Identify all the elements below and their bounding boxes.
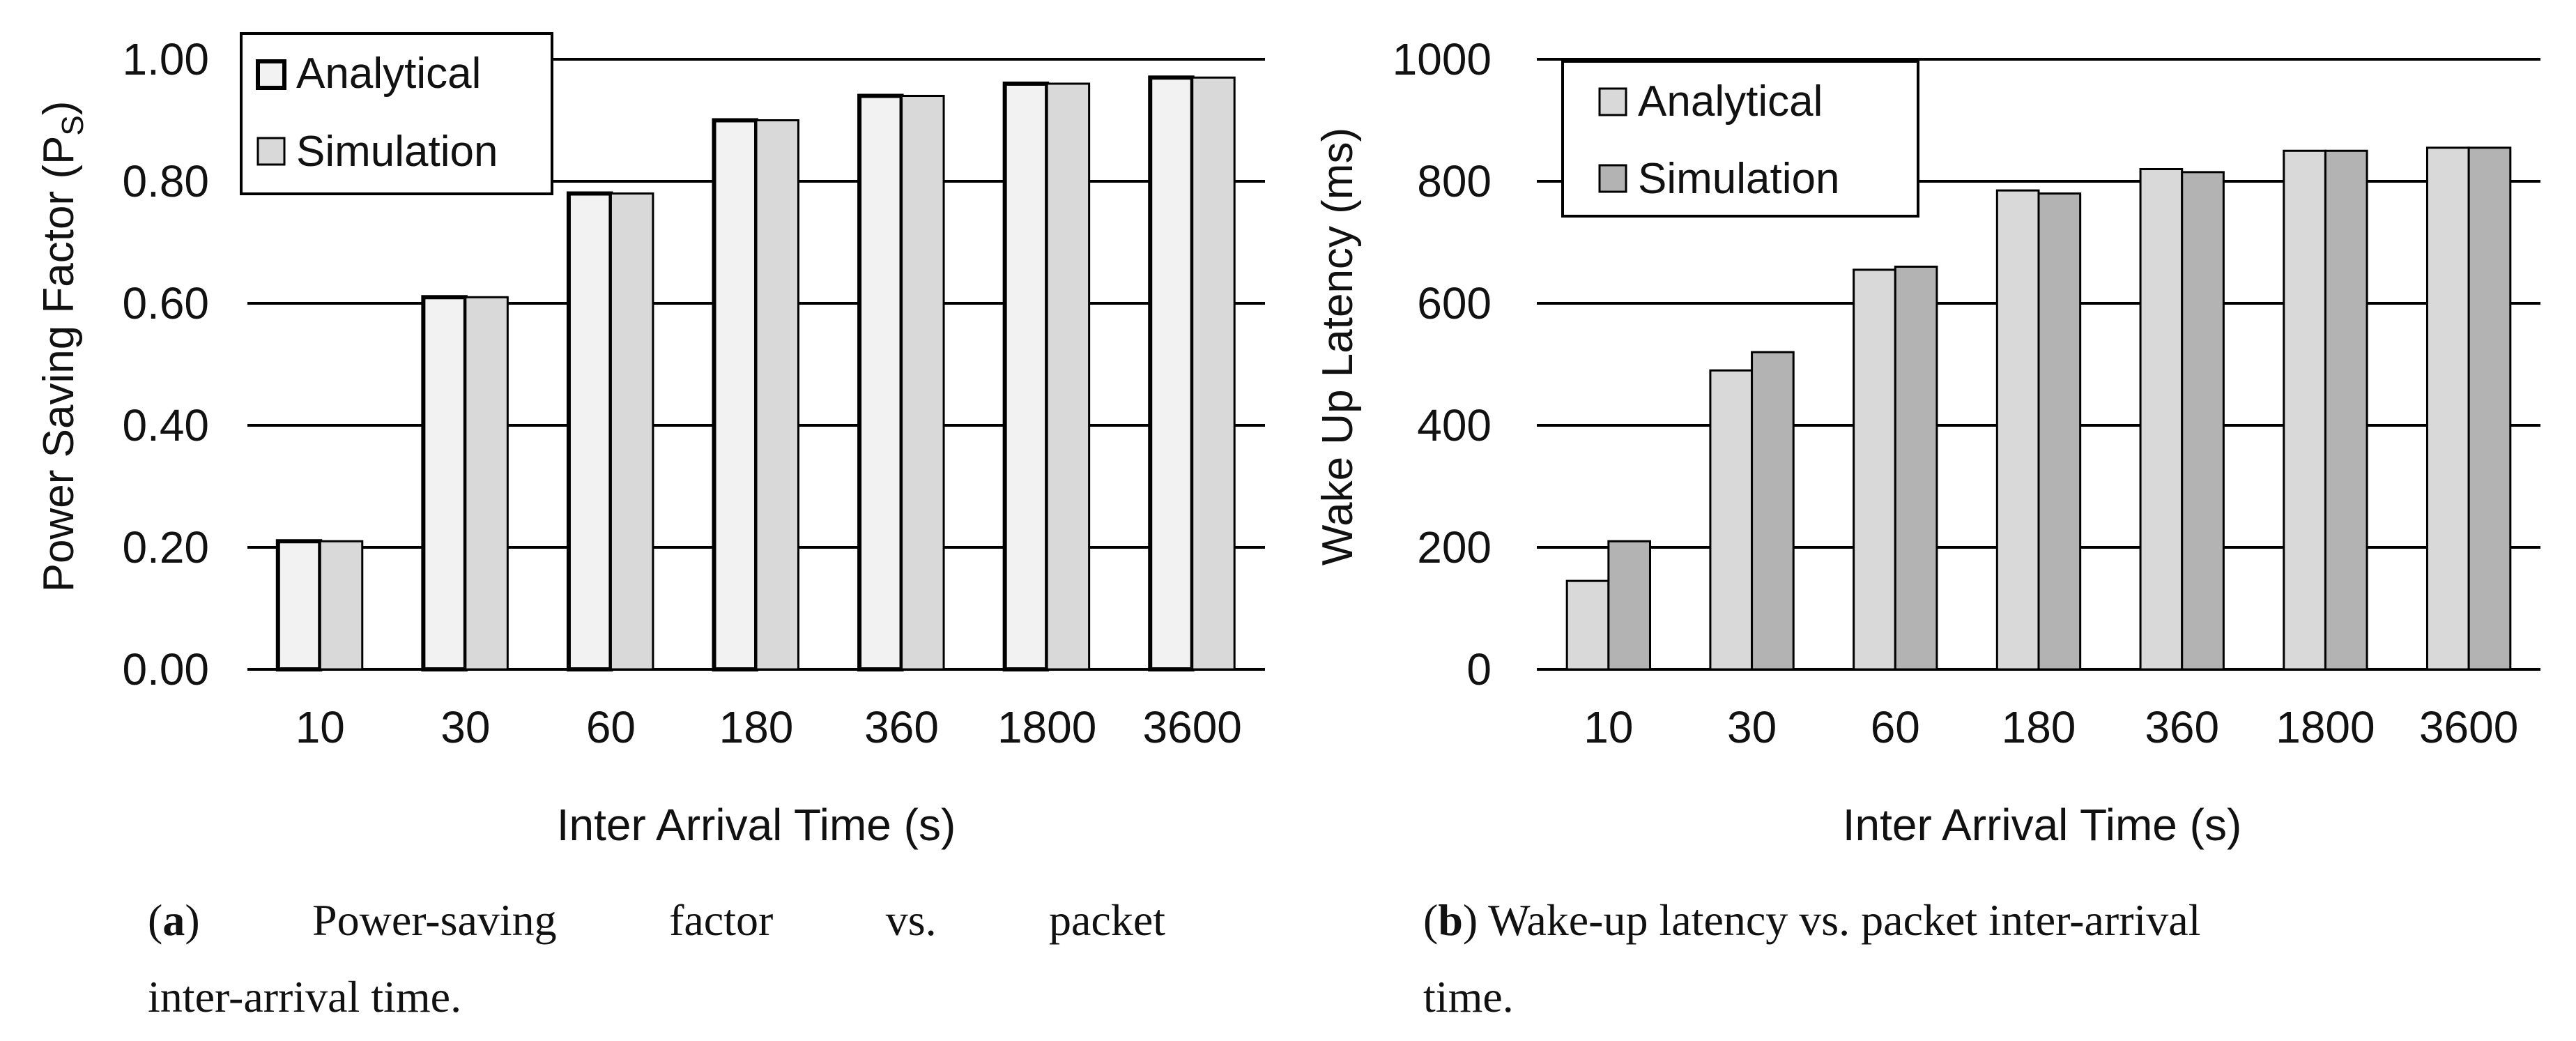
chart-a-y-tick-labels: 0.00 0.20 0.40 0.60 0.80 1.00	[122, 34, 209, 694]
chart-b-x-tick-label: 10	[1584, 702, 1633, 752]
chart-b-bar-analytical-30	[1709, 369, 1754, 671]
chart-a-x-tick-label: 360	[864, 702, 939, 752]
chart-a-x-tick-label: 1800	[997, 702, 1096, 752]
chart-b-y-axis-label: Wake Up Latency (ms)	[1314, 128, 1362, 565]
caption-a: (a) Power-saving factor vs. packet inter…	[148, 882, 1165, 1035]
chart-a-legend-label-simulation: Simulation	[296, 128, 498, 176]
chart-a-bar-analytical-30	[421, 295, 468, 671]
chart-a-bar-analytical-1800	[1002, 82, 1050, 671]
chart-a-y-tick-label: 0.60	[122, 278, 209, 328]
chart-b-bar-simulation-3600	[2467, 146, 2512, 671]
chart-b-bar-simulation-1800	[2324, 149, 2368, 671]
chart-b-x-tick-label: 30	[1727, 702, 1777, 752]
chart-a-bar-simulation-360	[900, 95, 945, 671]
chart-b-legend-label-simulation: Simulation	[1638, 155, 1839, 203]
chart-b-x-tick-label: 180	[2002, 702, 2076, 752]
chart-b-bar-analytical-360	[2139, 168, 2184, 671]
chart-a-bar-simulation-1800	[1045, 82, 1091, 671]
chart-b-x-tick-label: 360	[2145, 702, 2219, 752]
chart-a-bar-simulation-60	[609, 192, 654, 671]
chart-b-x-tick-labels: 10 30 60 180 360 1800 3600	[1584, 702, 2518, 752]
chart-a: 0.00 0.20 0.40 0.60 0.80 1.00 10 30 60 180 360 180…	[35, 32, 1265, 850]
chart-b-x-tick-label: 1800	[2276, 702, 2375, 752]
chart-b-bar-analytical-180	[1995, 189, 2040, 671]
caption-b-line1: ) Wake-up latency vs. packet inter-arriv…	[1462, 895, 2201, 945]
chart-a-bar-analytical-3600	[1148, 75, 1195, 671]
chart-b-y-tick-label: 600	[1417, 278, 1492, 328]
chart-b-legend-swatch-analytical	[1598, 87, 1627, 116]
chart-a-legend-swatch-analytical	[256, 59, 286, 90]
chart-b-bar-simulation-30	[1751, 351, 1795, 671]
chart-b-bars	[1565, 146, 2512, 671]
chart-a-bar-simulation-3600	[1191, 76, 1236, 671]
chart-b-y-tick-labels: 0 200 400 600 800 1000	[1393, 34, 1492, 694]
chart-a-x-tick-label: 60	[586, 702, 636, 752]
chart-a-y-tick-label: 0.00	[122, 644, 209, 694]
chart-a-bar-analytical-360	[857, 93, 904, 671]
chart-a-bar-analytical-60	[566, 191, 613, 671]
caption-a-label: a	[162, 895, 185, 945]
chart-a-x-tick-labels: 10 30 60 180 360 1800 3600	[296, 702, 1242, 752]
chart-b: 0 200 400 600 800 1000 10 30 60 180 360 1800 3600 W…	[1314, 34, 2540, 850]
chart-a-legend-box	[240, 32, 553, 195]
chart-b-legend-label-analytical: Analytical	[1638, 77, 1823, 126]
chart-a-legend: Analytical Simulation	[240, 32, 553, 195]
chart-b-y-tick-label: 800	[1417, 156, 1492, 206]
chart-a-y-tick-label: 0.40	[122, 400, 209, 450]
caption-b-label: b	[1438, 895, 1463, 945]
chart-b-legend-swatch-simulation	[1598, 164, 1627, 193]
caption-b: (b) Wake-up latency vs. packet inter-arr…	[1423, 882, 2538, 1035]
chart-a-y-tick-label: 0.20	[122, 522, 209, 572]
chart-b-bar-analytical-3600	[2425, 146, 2470, 671]
chart-a-legend-swatch-simulation	[256, 137, 286, 166]
chart-b-bar-simulation-60	[1894, 266, 1938, 671]
chart-a-x-tick-label: 10	[296, 702, 345, 752]
chart-a-bar-simulation-10	[319, 540, 364, 671]
chart-b-bar-simulation-180	[2037, 192, 2082, 671]
chart-a-bar-analytical-10	[275, 539, 323, 671]
caption-a-line2: inter-arrival time.	[148, 972, 462, 1021]
chart-a-x-tick-label: 30	[440, 702, 490, 752]
chart-b-bar-simulation-10	[1607, 540, 1652, 671]
chart-a-y-tick-label: 0.80	[122, 156, 209, 206]
chart-a-y-axis-label: Power Saving Factor (PS)	[35, 101, 90, 593]
chart-b-bar-simulation-360	[2181, 171, 2225, 671]
chart-a-y-tick-label: 1.00	[122, 34, 209, 84]
chart-b-x-tick-label: 3600	[2419, 702, 2518, 752]
chart-a-bar-simulation-180	[755, 119, 799, 671]
chart-b-y-tick-label: 400	[1417, 400, 1492, 450]
chart-a-bar-simulation-30	[464, 296, 509, 671]
chart-b-bar-analytical-60	[1853, 268, 1896, 671]
chart-a-bars	[275, 75, 1236, 671]
chart-a-x-tick-label: 180	[719, 702, 794, 752]
chart-b-legend: Analytical Simulation	[1561, 60, 1919, 218]
chart-b-y-tick-label: 0	[1466, 644, 1492, 694]
chart-a-x-tick-label: 3600	[1143, 702, 1242, 752]
chart-b-x-axis-label: Inter Arrival Time (s)	[1843, 800, 2242, 850]
chart-b-bar-analytical-1800	[2283, 149, 2326, 671]
chart-b-y-tick-label: 1000	[1393, 34, 1492, 84]
chart-a-x-axis-label: Inter Arrival Time (s)	[557, 800, 956, 850]
caption-b-line2: time.	[1423, 972, 1514, 1021]
chart-a-bar-analytical-180	[712, 118, 758, 671]
chart-b-x-tick-label: 60	[1871, 702, 1920, 752]
caption-a-line1: ) Power-saving factor vs. packet	[185, 895, 1165, 945]
figure-charts: 0.00 0.20 0.40 0.60 0.80 1.00 10 30 60 180 360 180…	[35, 32, 2540, 850]
chart-b-y-tick-label: 200	[1417, 522, 1492, 572]
chart-a-legend-label-analytical: Analytical	[296, 50, 481, 98]
chart-b-bar-analytical-10	[1565, 579, 1610, 671]
